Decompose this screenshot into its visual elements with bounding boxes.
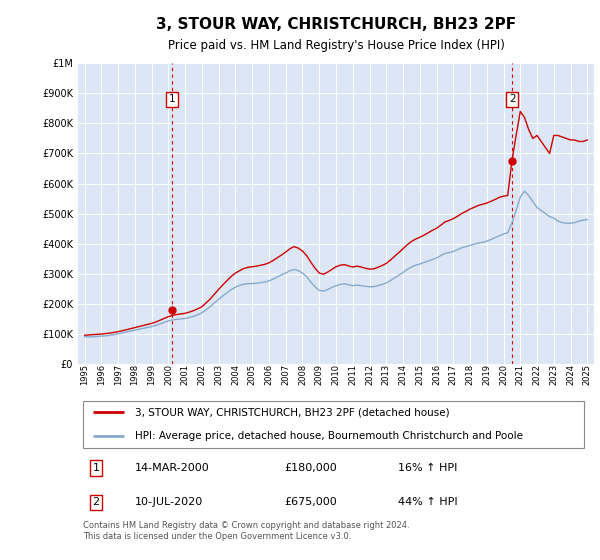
Text: 3, STOUR WAY, CHRISTCHURCH, BH23 2PF (detached house): 3, STOUR WAY, CHRISTCHURCH, BH23 2PF (de… xyxy=(135,408,449,417)
Text: 2010: 2010 xyxy=(331,364,341,385)
Text: 2014: 2014 xyxy=(398,364,407,385)
Text: Price paid vs. HM Land Registry's House Price Index (HPI): Price paid vs. HM Land Registry's House … xyxy=(167,39,505,52)
Text: 2012: 2012 xyxy=(365,364,374,385)
FancyBboxPatch shape xyxy=(83,401,584,448)
Text: 1995: 1995 xyxy=(80,364,89,385)
Text: 14-MAR-2000: 14-MAR-2000 xyxy=(135,463,209,473)
Text: 2019: 2019 xyxy=(482,364,491,385)
Text: 2018: 2018 xyxy=(466,364,475,385)
Text: 2000: 2000 xyxy=(164,364,173,385)
Text: 1997: 1997 xyxy=(114,364,123,385)
Text: 2017: 2017 xyxy=(449,364,458,385)
Text: 2008: 2008 xyxy=(298,364,307,385)
Text: 2009: 2009 xyxy=(315,364,324,385)
Text: 2007: 2007 xyxy=(281,364,290,385)
Text: 2001: 2001 xyxy=(181,364,190,385)
Text: 1: 1 xyxy=(92,463,100,473)
Text: 1996: 1996 xyxy=(97,364,106,385)
Text: Contains HM Land Registry data © Crown copyright and database right 2024.
This d: Contains HM Land Registry data © Crown c… xyxy=(83,521,410,541)
Text: 44% ↑ HPI: 44% ↑ HPI xyxy=(398,497,458,507)
Text: 2004: 2004 xyxy=(231,364,240,385)
Text: 2002: 2002 xyxy=(197,364,206,385)
Text: 3, STOUR WAY, CHRISTCHURCH, BH23 2PF: 3, STOUR WAY, CHRISTCHURCH, BH23 2PF xyxy=(156,17,516,32)
Text: 2021: 2021 xyxy=(516,364,525,385)
Text: 2005: 2005 xyxy=(248,364,257,385)
Text: 2020: 2020 xyxy=(499,364,508,385)
Text: 2011: 2011 xyxy=(348,364,357,385)
Text: 2013: 2013 xyxy=(382,364,391,385)
Text: 1998: 1998 xyxy=(130,364,139,385)
Text: 2: 2 xyxy=(509,95,516,104)
Text: HPI: Average price, detached house, Bournemouth Christchurch and Poole: HPI: Average price, detached house, Bour… xyxy=(135,431,523,441)
Text: £180,000: £180,000 xyxy=(284,463,337,473)
Text: 2025: 2025 xyxy=(583,364,592,385)
Text: 10-JUL-2020: 10-JUL-2020 xyxy=(135,497,203,507)
Text: 2023: 2023 xyxy=(549,364,558,385)
Text: 2022: 2022 xyxy=(533,364,542,385)
Text: 2006: 2006 xyxy=(265,364,274,385)
Text: 2: 2 xyxy=(92,497,100,507)
Text: 2003: 2003 xyxy=(214,364,223,385)
Text: 1999: 1999 xyxy=(147,364,156,385)
Text: 1: 1 xyxy=(169,95,175,104)
Text: 2016: 2016 xyxy=(432,364,441,385)
Text: 2015: 2015 xyxy=(415,364,424,385)
Text: 16% ↑ HPI: 16% ↑ HPI xyxy=(398,463,457,473)
Text: £675,000: £675,000 xyxy=(284,497,337,507)
Text: 2024: 2024 xyxy=(566,364,575,385)
